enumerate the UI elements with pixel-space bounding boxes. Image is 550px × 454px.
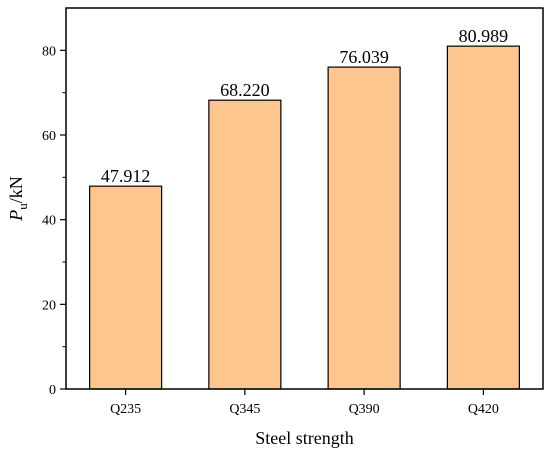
x-tick-label-q390: Q390	[349, 402, 380, 417]
value-label-q345: 68.220	[220, 80, 270, 100]
x-tick-label-q235: Q235	[110, 402, 141, 417]
y-tick-label-0: 0	[49, 383, 56, 398]
y-axis-title-sub: u	[15, 203, 30, 210]
bars-group	[89, 45, 520, 390]
bar-q345	[208, 99, 282, 390]
y-tick-label-40: 40	[42, 214, 56, 229]
bar-q235	[89, 185, 163, 390]
y-axis: 0 20 40 60 80	[42, 44, 66, 398]
value-label-q420: 80.989	[459, 26, 509, 46]
plot-frame	[65, 7, 544, 390]
y-tick-label-60: 60	[42, 129, 56, 144]
value-label-q390: 76.039	[339, 47, 389, 67]
y-tick-label-80: 80	[42, 44, 56, 59]
y-axis-title-main: P	[6, 210, 26, 222]
x-tick-label-q345: Q345	[229, 402, 260, 417]
x-tick-label-q420: Q420	[468, 402, 499, 417]
x-axis-title: Steel strength	[255, 428, 353, 448]
y-axis-title-suffix: /kN	[6, 176, 26, 203]
value-labels-group: 47.912 68.220 76.039 80.989	[101, 26, 508, 186]
value-label-q235: 47.912	[101, 166, 151, 186]
bar-q420	[446, 45, 520, 390]
y-axis-title: Pu/kN	[6, 176, 30, 222]
x-axis: Q235 Q345 Q390 Q420	[110, 389, 499, 417]
bar-q390	[327, 66, 401, 390]
y-tick-label-20: 20	[42, 298, 56, 313]
